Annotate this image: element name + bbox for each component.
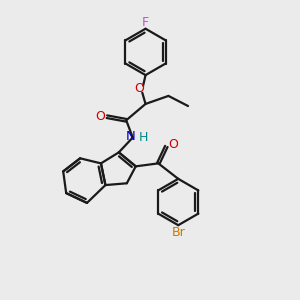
Text: N: N — [125, 130, 135, 143]
Text: F: F — [142, 16, 149, 29]
Text: Br: Br — [171, 226, 185, 239]
Text: O: O — [168, 138, 178, 152]
Text: O: O — [95, 110, 105, 123]
Text: O: O — [134, 82, 144, 95]
Text: H: H — [139, 131, 148, 144]
